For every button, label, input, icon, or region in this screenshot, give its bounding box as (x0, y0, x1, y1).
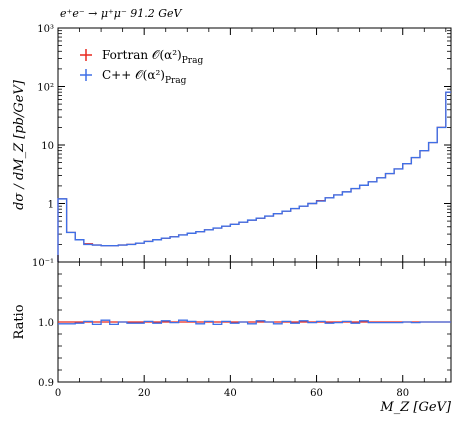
ratio-y-axis-title: Ratio (12, 304, 27, 339)
legend-cpp-label: C++ 𝒪(α²)Prag (102, 68, 187, 86)
main-y-ticks: 10⁻¹ 1 10 10² 10³ (32, 24, 451, 269)
main-y-axis-title: dσ / dM_Z [pb/GeV] (12, 79, 27, 210)
main-y-tick-label: 10³ (37, 24, 54, 35)
ratio-series-line-0 (58, 319, 451, 326)
legend-cpp-sub: Prag (165, 76, 187, 86)
legend-cpp-name: C++ 𝒪(α²) (102, 68, 165, 82)
x-ticks: 0 20 40 60 80 (55, 28, 447, 399)
chart-title: e⁺e⁻ → μ⁺μ⁻ 91.2 GeV (60, 7, 183, 20)
ratio-ticks: 0.9 1.0 (38, 261, 451, 389)
legend-fortran-label: Fortran 𝒪(α²)Prag (102, 48, 203, 66)
legend-fortran-sub: Prag (182, 56, 204, 66)
x-tick-label: 20 (138, 388, 151, 399)
legend-item-cpp: C++ 𝒪(α²)Prag (80, 68, 187, 86)
x-tick-label: 0 (55, 388, 61, 399)
x-tick-label: 40 (224, 388, 237, 399)
legend-fortran-name: Fortran 𝒪(α²) (102, 48, 182, 62)
main-series-group (57, 91, 451, 262)
main-y-tick-label: 10 (41, 141, 54, 152)
x-tick-label: 80 (396, 388, 409, 399)
main-y-tick-label: 1 (48, 200, 54, 211)
main-panel-frame (57, 27, 452, 263)
ratio-y-tick-label: 1.0 (38, 318, 54, 329)
legend-item-fortran: Fortran 𝒪(α²)Prag (80, 48, 203, 66)
legend: Fortran 𝒪(α²)Prag C++ 𝒪(α²)Prag (80, 48, 203, 86)
main-y-tick-label: 10² (37, 83, 54, 94)
ratio-y-tick-label: 0.9 (38, 378, 54, 389)
main-y-tick-label: 10⁻¹ (32, 258, 54, 269)
x-tick-label: 60 (310, 388, 323, 399)
ratio-series-group (58, 319, 451, 326)
main-series-line-1 (57, 91, 451, 262)
x-axis-title: M_Z [GeV] (379, 400, 452, 415)
main-series-line-0 (57, 91, 451, 262)
